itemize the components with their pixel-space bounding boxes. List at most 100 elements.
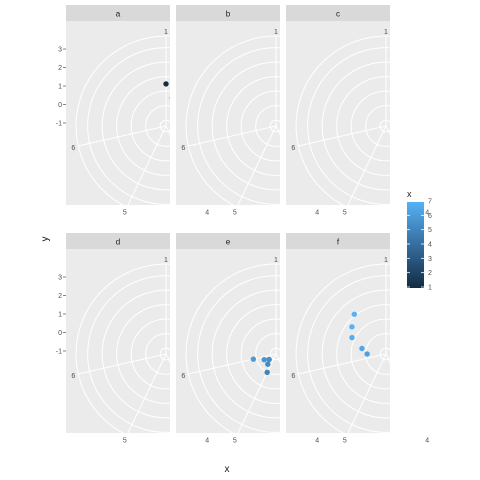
facet-panel-f: f 1 4 5 6 [286, 233, 429, 445]
angular-gridline [188, 353, 277, 375]
facet-strip-label: d [116, 238, 120, 247]
angular-gridline [298, 125, 387, 147]
theta-tick-label: 4 [425, 438, 429, 445]
data-point [250, 356, 257, 362]
polar-grid [295, 35, 401, 205]
facet-strip-label: e [226, 238, 231, 247]
facet-strip-label: f [337, 238, 340, 247]
facet-strip-label: c [336, 10, 340, 19]
angular-gridline [127, 353, 167, 433]
theta-tick-label: 4 [205, 438, 209, 445]
data-point [261, 356, 267, 363]
theta-tick-label: 5 [233, 210, 237, 217]
r-tick-label: 1 [58, 312, 62, 319]
facet-panel-b: b 1 4 5 6 [176, 5, 319, 217]
angular-gridline [347, 125, 387, 205]
r-tick-label: -1 [56, 349, 62, 356]
data-point [351, 311, 358, 317]
facet-strip-label: a [116, 10, 121, 19]
theta-tick-label: 4 [315, 210, 319, 217]
data-point [349, 324, 355, 330]
theta-tick-label: 6 [181, 145, 185, 152]
theta-tick-label: 4 [205, 210, 209, 217]
theta-tick-label: 6 [181, 373, 185, 380]
legend-tick-label: 6 [428, 213, 432, 220]
angular-gridline [298, 353, 387, 375]
r-tick-label: 1 [58, 84, 62, 91]
theta-tick-label: 5 [123, 210, 127, 217]
axes: xy [40, 237, 230, 476]
polar-grid [75, 35, 170, 205]
polar-grid [75, 263, 170, 433]
facet-strip-label: b [226, 10, 231, 19]
theta-tick-label: 6 [291, 145, 295, 152]
r-tick-label: 0 [58, 102, 62, 109]
data-point [266, 356, 272, 363]
legend-tick-label: 1 [428, 285, 432, 292]
facet-strip [286, 5, 390, 21]
theta-tick-label: 1 [384, 29, 388, 36]
facet-panel-e: e 1 4 5 6 [176, 233, 319, 445]
data-point [359, 345, 365, 352]
facet-panel-d: d 1 4 5 6 3 2 1 0 -1 [56, 233, 209, 445]
x-axis-title: x [225, 464, 230, 475]
polar-grid [295, 263, 390, 433]
legend-colorbar [407, 202, 424, 288]
theta-tick-label: 5 [123, 438, 127, 445]
angular-gridline [78, 353, 167, 375]
legend-tick-label: 7 [428, 199, 432, 206]
polar-grid [185, 35, 280, 205]
polar-grid [185, 263, 280, 433]
angular-gridline [78, 125, 167, 147]
data-point [396, 113, 401, 118]
theta-tick-label: 5 [233, 438, 237, 445]
r-tick-label: 3 [58, 275, 62, 282]
data-point [265, 361, 271, 367]
facet-strip [66, 5, 170, 21]
y-axis-title: y [40, 237, 51, 242]
theta-tick-label: 6 [71, 145, 75, 152]
angular-gridline [237, 125, 277, 205]
theta-tick-label: 1 [164, 29, 168, 36]
angular-gridline [237, 353, 277, 433]
angular-gridline [385, 353, 390, 364]
theta-tick-label: 1 [274, 257, 278, 264]
theta-tick-label: 6 [291, 373, 295, 380]
facet-panel-c: c 1 4 5 6 [286, 5, 429, 217]
facet-strip [176, 233, 280, 249]
angular-gridline [385, 125, 390, 136]
legend-title: x [407, 189, 412, 199]
facet-panels: a 1 4 5 6 3 2 1 0 -1 b 1 4 5 6 c 1 4 5 6 d 1 4 5 6 3 2 1 0 -1 e 1 4 5 6 f 1 4… [56, 5, 429, 445]
facet-strip [66, 233, 170, 249]
r-tick-label: 3 [58, 47, 62, 54]
data-point [169, 96, 170, 99]
legend-tick-label: 5 [428, 227, 432, 234]
theta-tick-label: 4 [425, 210, 429, 217]
data-point [163, 81, 169, 87]
data-point [364, 351, 370, 357]
facet-strip [286, 233, 390, 249]
theta-tick-label: 1 [274, 29, 278, 36]
theta-tick-label: 6 [71, 373, 75, 380]
r-tick-label: -1 [56, 121, 62, 128]
data-point [349, 334, 355, 341]
angular-gridline [127, 125, 167, 205]
data-point [395, 118, 400, 123]
data-point [264, 369, 270, 376]
theta-tick-label: 4 [315, 438, 319, 445]
legend-tick-label: 3 [428, 256, 432, 263]
legend-tick-label: 2 [428, 270, 432, 277]
theta-tick-label: 5 [343, 438, 347, 445]
facet-panel-a: a 1 4 5 6 3 2 1 0 -1 [56, 5, 209, 217]
angular-gridline [347, 353, 387, 433]
angular-gridline [188, 125, 277, 147]
r-tick-label: 0 [58, 330, 62, 337]
color-legend: x 1 2 3 4 5 6 7 [407, 189, 432, 292]
facet-strip [176, 5, 280, 21]
r-tick-label: 2 [58, 65, 62, 72]
theta-tick-label: 1 [164, 257, 168, 264]
theta-tick-label: 5 [343, 210, 347, 217]
legend-tick-label: 4 [428, 242, 432, 249]
theta-tick-label: 1 [384, 257, 388, 264]
